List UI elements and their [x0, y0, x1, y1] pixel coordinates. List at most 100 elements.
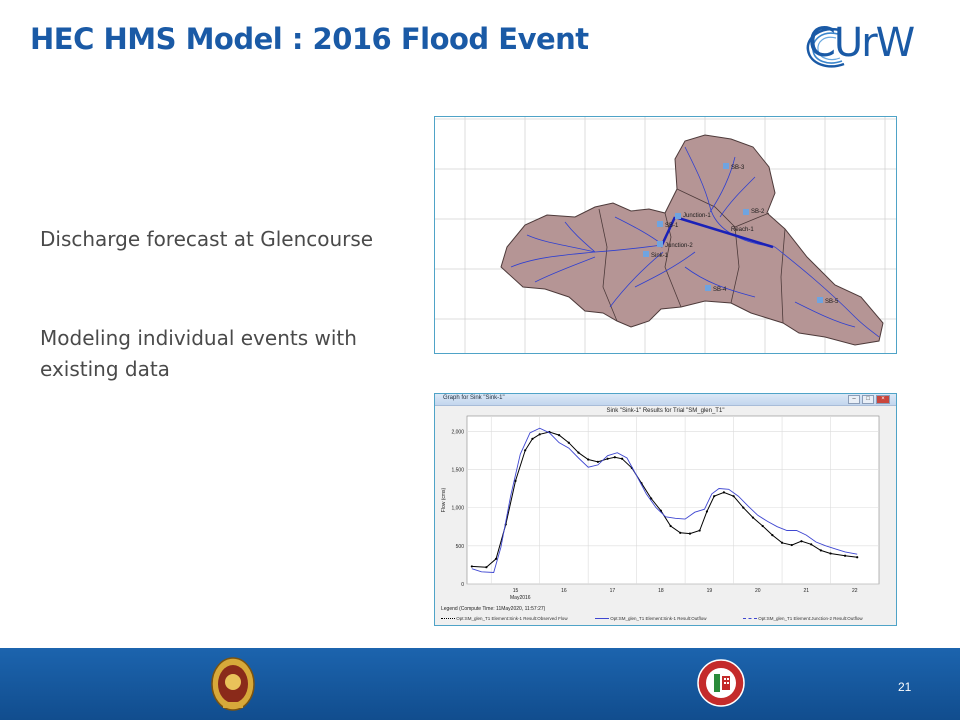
observed-point	[621, 457, 624, 460]
observed-point	[751, 516, 755, 519]
observed-point	[780, 541, 784, 544]
x-tick-label: 20	[755, 588, 761, 594]
observed-point	[494, 557, 498, 560]
close-button[interactable]: ×	[876, 395, 890, 404]
legend-label-outflow: Opt:SM_glen_T1 Element:Sink-1 Result:Out…	[610, 616, 707, 621]
x-tick-label: 17	[610, 588, 616, 594]
x-tick-label: 15	[513, 588, 519, 594]
observed-point	[538, 433, 541, 436]
graph-window-titlebar[interactable]: Graph for Sink "Sink-1" – □ ×	[435, 394, 896, 406]
observed-point	[742, 506, 745, 509]
map-label-junction2: Junction-2	[665, 243, 693, 249]
observed-point	[531, 437, 534, 441]
sink1-marker[interactable]	[643, 251, 649, 257]
legend-item-junction2: Opt:SM_glen_T1 Element:Junction-2 Result…	[743, 616, 863, 621]
observed-point	[470, 565, 473, 568]
observed-point	[679, 531, 682, 534]
observed-point	[557, 433, 561, 437]
minimize-button[interactable]: –	[848, 395, 860, 404]
junction2-marker[interactable]	[657, 241, 663, 247]
map-label-junction1: Junction-1	[683, 213, 711, 219]
graph-window[interactable]: Graph for Sink "Sink-1" – □ × Sink "Sink…	[434, 393, 897, 626]
observed-point	[856, 556, 859, 559]
observed-point	[705, 510, 709, 513]
maximize-button[interactable]: □	[862, 395, 874, 404]
observed-point	[761, 524, 764, 528]
legend-title: Legend (Compute Time: 11May2020, 11:57:2…	[441, 606, 546, 612]
flow-chart: 0 500 1,000 1,500 2,000 15 16 17 18 19 20 21 22 May20…	[441, 415, 880, 601]
basin-polygon	[500, 134, 884, 346]
junction1-marker[interactable]	[675, 213, 681, 219]
observed-point	[613, 456, 616, 459]
observed-point	[596, 460, 599, 463]
sb2-marker[interactable]	[743, 209, 749, 215]
x-tick-label: 21	[804, 588, 810, 594]
sri-lanka-emblem-icon	[211, 657, 255, 711]
sb1-marker[interactable]	[657, 221, 663, 227]
observed-point	[732, 495, 735, 498]
reach-line-2	[659, 216, 677, 248]
map-label-reach1: Reach-1	[731, 227, 754, 233]
footer-bar: 21	[0, 648, 960, 720]
sb5-marker[interactable]	[817, 297, 823, 303]
y-tick-label: 500	[456, 544, 465, 550]
x-tick-label: 16	[561, 588, 567, 594]
y-tick-label: 1,500	[451, 467, 464, 473]
bullet-modeling-events: Modeling individual events with existing…	[40, 326, 357, 381]
bullet-discharge-forecast: Discharge forecast at Glencourse	[40, 227, 374, 251]
observed-point	[606, 457, 609, 460]
sb4-marker[interactable]	[705, 285, 711, 291]
legend-item-outflow: Opt:SM_glen_T1 Element:Sink-1 Result:Out…	[595, 616, 707, 621]
mcudp-logo-icon	[697, 659, 745, 707]
observed-point	[567, 441, 570, 444]
observed-point	[669, 524, 672, 528]
map-label-sb1: SB-1	[665, 223, 679, 229]
observed-point	[650, 497, 653, 500]
reach-line	[674, 215, 774, 249]
map-label-sb3: SB-3	[731, 165, 745, 171]
chart-title: Sink "Sink-1" Results for Trial "SM_glen…	[606, 408, 725, 414]
observed-point	[514, 479, 517, 483]
series-line-1	[471, 427, 858, 573]
observed-point	[771, 534, 774, 537]
curw-logo: CUrW	[800, 20, 945, 76]
observed-point	[713, 495, 716, 498]
curw-logo-text: CUrW	[808, 20, 915, 66]
observed-point	[800, 540, 803, 543]
river-network	[510, 146, 880, 338]
map-label-sink1: Sink-1	[651, 253, 669, 259]
y-tick-label: 0	[461, 582, 464, 588]
observed-point	[688, 532, 692, 535]
observed-point	[810, 543, 813, 546]
y-tick-label: 2,000	[451, 429, 464, 435]
observed-point	[829, 552, 832, 555]
map-label-sb4: SB-4	[713, 287, 727, 293]
sb3-marker[interactable]	[723, 163, 729, 169]
x-tick-label: 18	[658, 588, 664, 594]
y-tick-label: 1,000	[451, 506, 464, 512]
map-label-sb2: SB-2	[751, 209, 765, 215]
x-axis-label: May2016	[510, 595, 531, 601]
observed-point	[485, 566, 488, 569]
curw-swoosh-icon	[806, 27, 845, 68]
legend-label-observed: Opt:SM_glen_T1 Element:Sink-1 Result:Obs…	[456, 616, 568, 621]
observed-point	[819, 549, 822, 552]
page-number: 21	[898, 680, 912, 694]
x-tick-label: 22	[852, 588, 858, 594]
basin-map-image: SB-3 Junction-1 SB-2 SB-1 Reach-1 Juncti…	[434, 116, 897, 354]
observed-point	[587, 458, 590, 461]
slide-title: HEC HMS Model : 2016 Flood Event	[30, 22, 589, 56]
legend-item-observed: Opt:SM_glen_T1 Element:Sink-1 Result:Obs…	[441, 616, 568, 621]
observed-point	[524, 449, 527, 452]
graph-window-title: Graph for Sink "Sink-1"	[443, 395, 505, 401]
legend-label-junction2: Opt:SM_glen_T1 Element:Junction-2 Result…	[758, 616, 863, 621]
observed-point	[843, 554, 847, 557]
plot-area	[466, 415, 880, 585]
observed-point	[790, 543, 793, 547]
observed-point	[722, 491, 725, 494]
map-label-sb5: SB-5	[825, 299, 839, 305]
observed-point	[698, 529, 701, 532]
legend-swatch-junction2	[743, 618, 757, 620]
x-tick-label: 19	[707, 588, 713, 594]
subbasin-boundaries	[598, 188, 786, 324]
